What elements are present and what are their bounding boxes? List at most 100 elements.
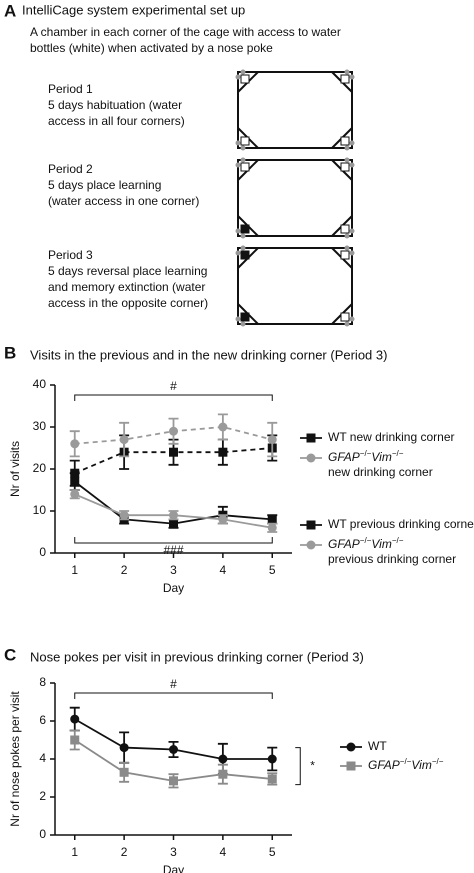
legend-entry: GFAP−/−Vim−/− new drinking corner: [300, 449, 433, 480]
x-tick-label: 5: [269, 845, 276, 859]
legend-label: GFAP−/−Vim−/− previous drinking corner: [328, 536, 456, 567]
bracket: [295, 747, 301, 786]
chart-title: Nose pokes per visit in previous drinkin…: [30, 649, 364, 664]
y-tick-label: 10: [33, 503, 47, 517]
period-text: Period 1: [48, 82, 93, 96]
nose-poke: [240, 245, 246, 251]
panel-label: C: [4, 645, 16, 664]
nose-poke: [349, 162, 355, 168]
legend-label: GFAP−/−Vim−/− new drinking corner: [328, 449, 433, 480]
x-tick-label: 4: [220, 845, 227, 859]
period-text: (water access in one corner): [48, 194, 199, 208]
nose-poke: [344, 245, 350, 251]
bottle: [240, 136, 250, 146]
bottle: [340, 136, 350, 146]
marker: [267, 754, 277, 764]
y-tick-label: 6: [39, 713, 46, 727]
marker: [218, 769, 228, 779]
nose-poke: [349, 228, 355, 234]
nose-poke: [344, 69, 350, 75]
nose-poke: [344, 233, 350, 239]
x-axis-label: Day: [163, 581, 184, 595]
y-axis-label: Nr of nose pokes per visit: [8, 691, 22, 827]
legend-label: WT new drinking corner: [328, 430, 455, 444]
bottle: [240, 162, 250, 172]
bottle: [340, 162, 350, 172]
period-text: and memory extinction (water: [48, 280, 205, 294]
x-tick-label: 2: [121, 563, 128, 577]
cage: [235, 245, 355, 327]
y-tick-label: 8: [39, 675, 46, 689]
nose-poke: [344, 321, 350, 327]
cage-outline: [237, 71, 353, 149]
marker: [169, 745, 178, 754]
annotation-text: #: [170, 677, 177, 691]
y-tick-label: 0: [39, 827, 46, 841]
panel-title: IntelliCage system experimental set up: [22, 2, 245, 17]
description: A chamber in each corner of the cage wit…: [30, 25, 341, 39]
marker: [267, 774, 277, 784]
nose-poke: [240, 321, 246, 327]
bottle: [340, 74, 350, 84]
x-tick-label: 3: [170, 563, 177, 577]
marker: [70, 439, 80, 449]
description: bottles (white) when activated by a nose…: [30, 41, 273, 55]
y-tick-label: 20: [33, 461, 47, 475]
period-text: 5 days habituation (water: [48, 98, 182, 112]
period-text: Period 3: [48, 248, 93, 262]
legend-marker: [306, 433, 316, 443]
nose-poke: [240, 69, 246, 75]
nose-poke: [349, 250, 355, 256]
marker: [70, 714, 80, 724]
legend-entry: WT: [340, 739, 387, 753]
marker: [119, 510, 129, 520]
marker: [70, 735, 80, 745]
bracket: [74, 394, 273, 401]
marker: [267, 435, 277, 445]
nose-poke: [235, 250, 241, 256]
bottle: [340, 224, 350, 234]
bottle: [240, 312, 250, 322]
legend-marker: [306, 540, 316, 550]
y-tick-label: 0: [39, 545, 46, 559]
marker: [169, 519, 178, 529]
bottle: [240, 250, 250, 260]
annotation: #: [74, 379, 273, 401]
marker: [267, 514, 277, 524]
nose-poke: [235, 140, 241, 146]
bracket: [74, 537, 273, 544]
marker: [119, 435, 129, 445]
period-text: 5 days place learning: [48, 178, 161, 192]
nose-poke: [349, 140, 355, 146]
y-tick-label: 2: [39, 789, 46, 803]
cage-outline: [237, 159, 353, 237]
x-tick-label: 3: [170, 845, 177, 859]
nose-poke: [240, 157, 246, 163]
legend-marker: [306, 453, 316, 463]
legend-marker: [306, 520, 316, 530]
bottle: [340, 250, 350, 260]
period-text: access in all four corners): [48, 114, 185, 128]
legend-label: GFAP−/−Vim−/−: [368, 757, 444, 773]
bottle: [240, 224, 250, 234]
x-tick-label: 4: [220, 563, 227, 577]
marker: [70, 477, 80, 487]
legend-marker: [346, 742, 356, 752]
legend-entry: GFAP−/−Vim−/− previous drinking corner: [300, 536, 456, 567]
y-tick-label: 40: [33, 377, 47, 391]
nose-poke: [344, 145, 350, 151]
annotation-text: *: [310, 758, 315, 772]
marker: [267, 523, 277, 533]
marker: [218, 447, 228, 457]
nose-poke: [235, 316, 241, 322]
legend-marker: [346, 761, 356, 771]
cage-outline: [237, 247, 353, 325]
legend-entry: GFAP−/−Vim−/−: [340, 757, 444, 773]
nose-poke: [235, 74, 241, 80]
nose-poke: [344, 157, 350, 163]
bracket: [74, 692, 273, 699]
legend-label: WT previous drinking corner: [328, 517, 474, 531]
cage: [235, 69, 355, 151]
y-tick-label: 4: [39, 751, 46, 765]
